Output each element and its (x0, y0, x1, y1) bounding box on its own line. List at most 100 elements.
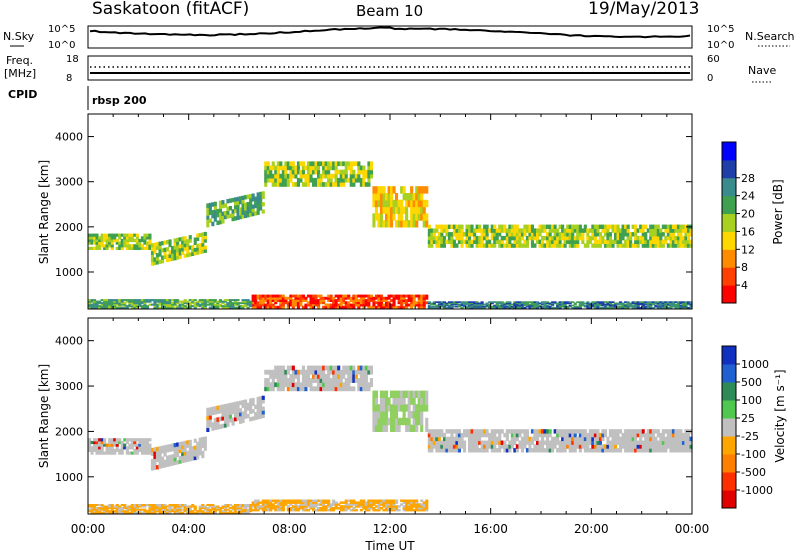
echo-cell (301, 378, 305, 383)
echo-cell (110, 504, 114, 507)
echo-cell (465, 302, 469, 305)
echo-cell (291, 294, 295, 298)
echo-cell (228, 206, 232, 211)
echo-cell (118, 511, 122, 514)
echo-cell (322, 301, 326, 305)
echo-cell (125, 505, 129, 508)
echo-cell (193, 511, 197, 514)
echo-cell (143, 238, 147, 243)
echo-cell (412, 390, 416, 398)
echo-cell (566, 235, 570, 241)
echo-cell (377, 301, 381, 305)
echo-cell (681, 444, 685, 449)
echo-cell (163, 300, 167, 303)
echo-cell (103, 238, 107, 243)
echo-cell (145, 244, 149, 248)
echo-cell (161, 300, 165, 303)
echo-cell (317, 173, 321, 179)
echo-cell (281, 173, 285, 179)
echo-cell (382, 417, 386, 426)
echo-cell (286, 296, 290, 300)
echo-cell (538, 429, 542, 434)
echo-cell (150, 507, 154, 510)
echo-cell (420, 417, 424, 426)
echo-cell (140, 302, 144, 305)
echo-cell (644, 303, 648, 306)
echo-cell (359, 182, 363, 187)
echo-cell (181, 305, 185, 308)
echo-cell (301, 369, 305, 375)
echo-cell (460, 235, 464, 241)
echo-cell (334, 365, 338, 371)
echo-cell (684, 303, 688, 306)
echo-cell (626, 307, 630, 309)
echo-cell (342, 305, 346, 309)
echo-cell (284, 378, 288, 383)
echo-cell (432, 432, 436, 438)
echo-cell (95, 236, 99, 240)
echo-cell (176, 511, 180, 514)
echo-cell (490, 228, 494, 233)
echo-cell (493, 305, 497, 308)
echo-cell (264, 299, 268, 302)
echo-cell (463, 304, 467, 307)
echo-cell (88, 238, 92, 243)
echo-cell (178, 510, 182, 513)
echo-cell (88, 508, 92, 511)
echo-cell (515, 444, 519, 449)
echo-cell (445, 303, 449, 306)
echo-cell (518, 235, 522, 241)
echo-cell (586, 444, 590, 449)
echo-cell (571, 235, 575, 241)
echo-cell (463, 448, 467, 453)
echo-cell (281, 301, 285, 305)
echo-cell (382, 299, 386, 302)
echo-cell (231, 421, 235, 426)
echo-cell (591, 228, 595, 233)
echo-cell (143, 305, 147, 308)
echo-cell (108, 236, 112, 240)
echo-cell (468, 301, 472, 303)
echo-cell (422, 213, 426, 221)
echo-cell (291, 378, 295, 383)
echo-cell (226, 214, 230, 219)
echo-cell (390, 186, 394, 194)
echo-cell (629, 302, 633, 305)
echo-cell (450, 303, 454, 306)
echo-cell (108, 446, 112, 450)
echo-cell (221, 300, 225, 303)
echo-cell (183, 447, 187, 452)
nsky-tick-top: 10^5 (48, 24, 75, 35)
colorbar-tick-label: 1000 (741, 358, 769, 371)
echo-cell (641, 301, 645, 303)
echo-cell (181, 459, 185, 464)
echo-cell (556, 304, 560, 307)
echo-cell (601, 432, 605, 438)
echo-cell (279, 374, 283, 379)
echo-cell (130, 236, 134, 240)
echo-cell (475, 301, 479, 303)
echo-cell (392, 499, 396, 502)
echo-cell (518, 301, 522, 303)
echo-cell (669, 303, 673, 306)
echo-cell (334, 378, 338, 383)
echo-cell (651, 302, 655, 305)
echo-cell (171, 302, 175, 305)
echo-cell (631, 440, 635, 445)
echo-cell (671, 432, 675, 438)
echo-cell (123, 299, 127, 302)
echo-cell (324, 303, 328, 307)
echo-cell (488, 440, 492, 445)
echo-cell (183, 306, 187, 309)
echo-cell (337, 294, 341, 298)
echo-cell (314, 369, 318, 375)
echo-cell (279, 365, 283, 371)
echo-cell (148, 244, 152, 248)
echo-cell (515, 303, 519, 306)
echo-cell (148, 300, 152, 303)
echo-cell (420, 505, 424, 508)
echo-cell (322, 374, 326, 379)
echo-cell (309, 299, 313, 302)
echo-cell (553, 224, 557, 229)
echo-cell (402, 404, 406, 412)
